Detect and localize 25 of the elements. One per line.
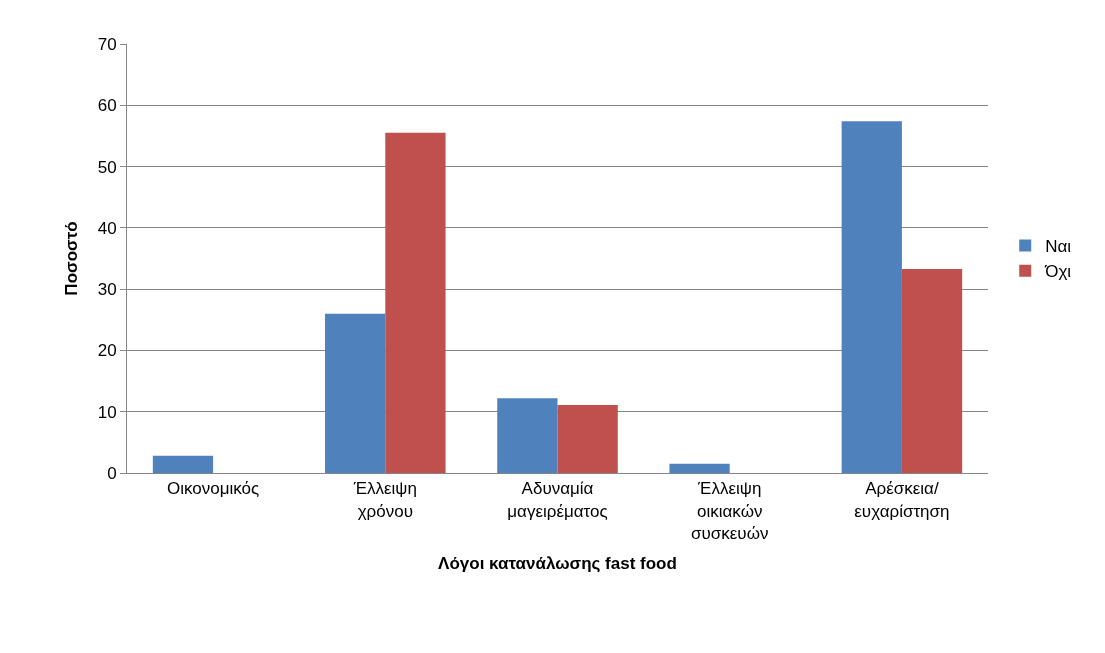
bar	[557, 404, 618, 473]
y-tick-label: 40	[97, 218, 117, 238]
x-tick-label: Οικονομικός	[166, 479, 260, 499]
x-axis-title: Λόγοι κατανάλωσης fast food	[438, 554, 677, 573]
y-tick-label: 0	[107, 463, 117, 483]
y-tick-label: 10	[97, 402, 117, 422]
y-tick-label: 70	[97, 34, 117, 54]
y-tick-label: 60	[97, 96, 117, 116]
bar	[497, 398, 558, 473]
bar	[669, 463, 730, 473]
bar	[385, 132, 446, 473]
y-tick-label: 30	[97, 280, 117, 300]
y-tick-label: 50	[97, 157, 117, 177]
bar	[901, 268, 963, 473]
y-axis-title: Ποσοστό	[62, 221, 82, 296]
legend-label: Όχι	[1044, 262, 1072, 282]
bar	[152, 455, 214, 473]
y-tick-label: 20	[97, 341, 117, 361]
x-tick-label: Αρέσκεια/ ευχαρίστηση	[854, 479, 950, 521]
x-tick-label: Έλλειψη χρόνου	[352, 479, 417, 521]
x-tick-label: Έλλειψη οικιακών συσκευών	[690, 479, 769, 543]
x-tick-label: Αδυναμία μαγειρέματος	[507, 479, 608, 521]
legend-label: Ναι	[1045, 237, 1072, 257]
bar	[325, 313, 386, 473]
bar	[841, 121, 902, 473]
